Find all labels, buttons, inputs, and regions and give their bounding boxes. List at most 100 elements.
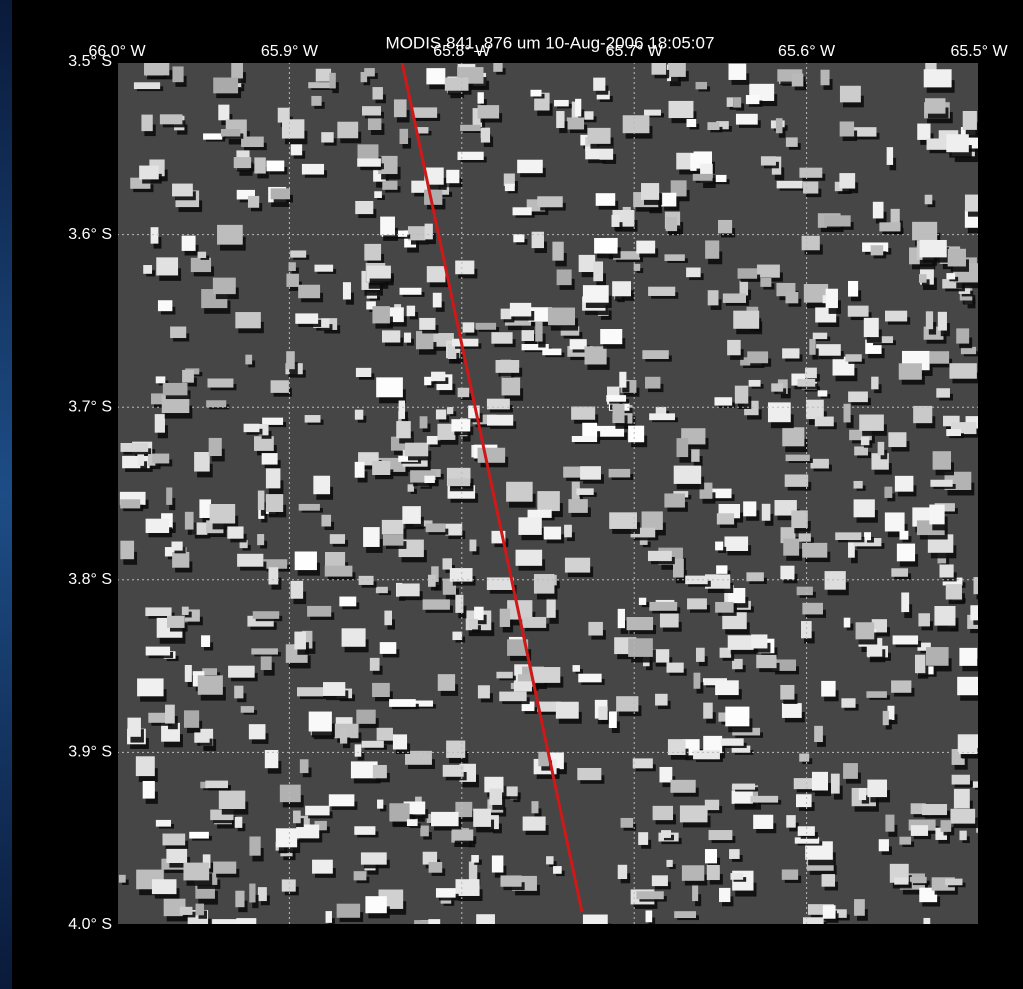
cloud [810,458,829,469]
cloud [802,542,828,558]
cloud [336,903,361,918]
cloud [760,156,776,166]
cloud [435,888,456,898]
cloud [507,639,529,656]
cloud [553,866,562,874]
cloud [855,622,875,640]
cloud-texture [118,62,979,931]
cloud [805,841,833,860]
cloud [414,920,433,925]
cloud [406,305,416,317]
cloud [715,601,734,613]
cloud [293,810,301,824]
cloud [593,261,604,282]
cloud [908,819,936,831]
cloud [608,711,617,729]
cloud [435,409,447,420]
cloud [504,183,515,192]
lat-tick-label: 3.5° S [68,53,112,70]
cloud [930,479,953,487]
cloud [731,790,753,804]
cloud [732,783,756,790]
cloud [240,706,255,713]
cloud-shadow [196,926,207,931]
cloud [771,383,784,392]
cloud [298,503,320,511]
cloud [372,460,391,476]
cloud [431,371,446,382]
cloud [193,921,205,925]
cloud [528,307,552,322]
cloud [647,550,672,562]
cloud [254,436,274,451]
cloud [199,499,212,518]
cloud [190,257,212,273]
cloud [864,532,872,541]
cloud [381,519,404,535]
cloud [166,847,188,864]
cloud [782,348,800,359]
cloud [402,506,421,524]
cloud [376,727,393,741]
cloud [210,809,234,821]
cloud [816,344,841,356]
cloud [556,269,572,286]
cloud [270,188,290,200]
cloud [685,575,708,585]
cloud [354,461,365,478]
cloud [207,378,234,388]
cloud-shadow [976,587,979,600]
cloud [799,753,810,762]
cloud [337,121,359,139]
cloud [384,610,393,626]
cloud [378,155,398,175]
cloud [489,815,499,830]
cloud [457,387,470,398]
cloud [369,657,380,671]
cloud [432,292,442,308]
cloud [243,423,260,433]
cloud [866,691,887,698]
cloud [537,196,563,208]
cloud [531,231,545,249]
cloud [295,313,319,324]
cloud [950,422,977,435]
cloud [854,446,869,456]
cloud [910,825,929,836]
cloud [500,875,522,887]
cloud [863,317,879,338]
cloud [943,415,960,427]
cloud [785,291,799,304]
cloud [422,599,450,610]
cloud [314,820,327,831]
cloud [261,453,278,465]
cloud [924,98,946,114]
track-line [400,61,584,913]
cloud [212,277,236,295]
cloud [785,454,810,462]
cloud [707,122,720,131]
cloud [281,879,296,892]
cloud [150,227,159,244]
cloud [469,539,477,552]
cloud [673,465,702,484]
cloud [154,414,165,433]
cloud [932,451,952,470]
cloud [396,583,420,597]
cloud [213,77,239,94]
cloud [235,312,261,329]
cloud [679,805,708,823]
cloud [918,613,930,627]
cloud [666,859,673,867]
cloud [220,128,241,137]
lon-tick-label: 65.8° W [433,43,491,60]
cloud [155,819,172,827]
cloud [171,541,183,551]
cloud [885,310,908,322]
cloud [354,744,362,757]
cloud [959,830,967,841]
lon-tick-label: 65.9° W [261,43,319,60]
cloud [142,780,155,799]
cloud [141,114,153,132]
